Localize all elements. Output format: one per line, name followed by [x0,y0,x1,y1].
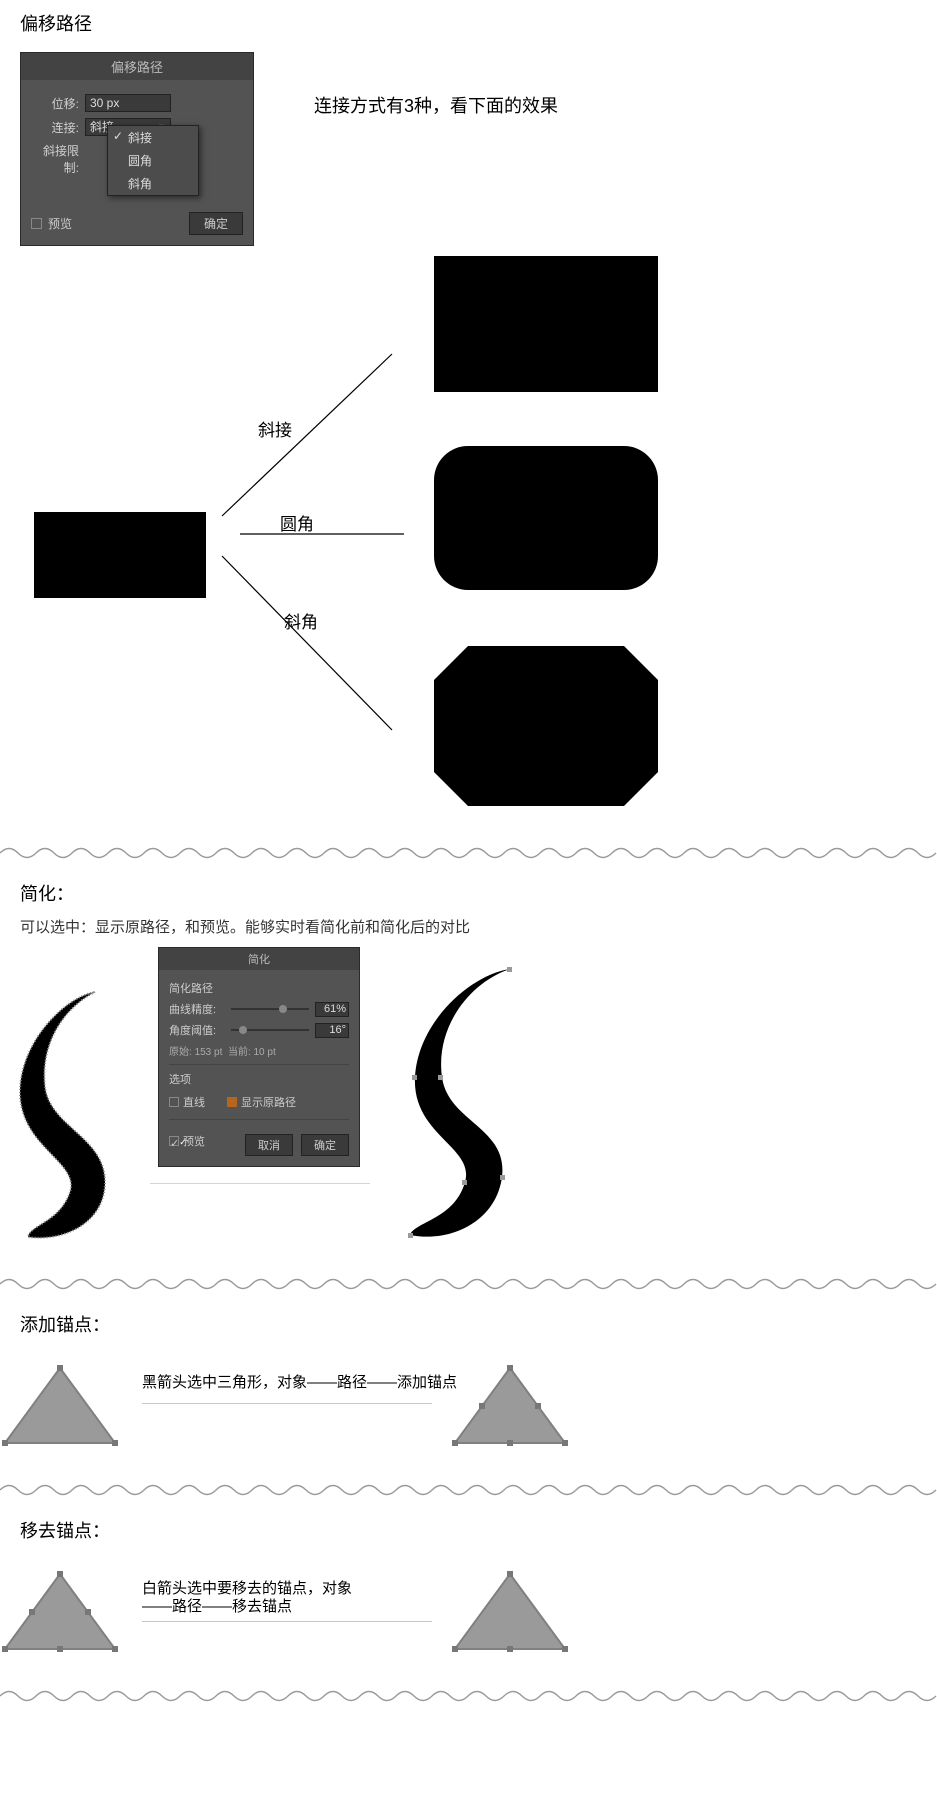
show-original-checkbox[interactable] [227,1097,237,1107]
join-option-round[interactable]: 圆角 [108,149,198,172]
caption-rule [142,1621,432,1622]
divider [0,1275,937,1293]
dialog-title: 偏移路径 [21,53,253,80]
add-anchor-caption: 黑箭头选中三角形，对象——路径——添加锚点 [142,1371,457,1392]
remove-anchor-caption-2: ——路径——移去锚点 [142,1595,292,1616]
result-round [434,446,658,590]
offset-input[interactable]: 30 px [85,94,171,112]
group-simplify-path: 简化路径 [169,980,349,996]
precision-slider[interactable] [231,1008,309,1010]
add-anchor-row: 黑箭头选中三角形，对象——路径——添加锚点 [0,1353,937,1463]
triangle-after-remove [450,1569,570,1659]
offset-path-diagram: 斜接 圆角 斜角 [0,256,937,826]
precision-value[interactable]: 61% [315,1002,349,1017]
join-label: 连接: [31,119,85,136]
ok-button-2[interactable]: 确定 [301,1134,349,1156]
show-original-label: 显示原路径 [241,1094,296,1110]
result-bevel [434,646,658,806]
dialog-title: 简化 [159,948,359,970]
lines-label: 直线 [183,1094,205,1110]
comparison-rule [150,1183,370,1184]
simplify-stats: 原始: 153 pt 当前: 10 pt [169,1043,349,1058]
angle-slider[interactable] [231,1029,309,1031]
miter-limit-label: 斜接限制: [31,142,85,176]
simplify-title: 简化： [0,870,937,912]
simplify-sub: 可以选中：显示原路径，和预览。能够实时看简化前和简化后的对比 [0,912,937,947]
angle-value[interactable]: 16° [315,1023,349,1038]
add-anchor-title: 添加锚点： [0,1301,937,1343]
miter-label: 斜接 [258,416,292,441]
preview-checkbox-2[interactable]: ✓ [169,1136,179,1146]
angle-label: 角度阈值: [169,1022,225,1038]
result-miter [434,256,658,392]
s-shape-after [400,967,530,1247]
join-dropdown: 斜接 圆角 斜角 [107,125,199,196]
offset-label: 位移: [31,95,85,112]
divider [0,844,937,862]
remove-anchor-title: 移去锚点： [0,1507,937,1549]
group-options: 选项 [169,1071,349,1087]
ok-button[interactable]: 确定 [189,212,243,235]
triangle-before-remove [0,1569,120,1659]
divider [0,1687,937,1705]
join-option-bevel[interactable]: 斜角 [108,172,198,195]
precision-label: 曲线精度: [169,1001,225,1017]
cancel-button[interactable]: 取消 [245,1134,293,1156]
preview-checkbox[interactable] [31,218,42,229]
s-shape-before [10,987,130,1247]
caption-rule [142,1403,432,1404]
bevel-label: 斜角 [284,608,318,633]
preview-label: 预览 [48,215,72,232]
simplify-dialog: 简化 简化路径 曲线精度: 61% 角度阈值: 16° 原始: 153 pt 当… [158,947,360,1167]
simplify-area: 简化 简化路径 曲线精度: 61% 角度阈值: 16° 原始: 153 pt 当… [0,947,937,1257]
triangle-before [0,1363,120,1453]
remove-anchor-row: 白箭头选中要移去的锚点，对象 ——路径——移去锚点 [0,1559,937,1669]
lines-checkbox[interactable] [169,1097,179,1107]
divider [0,1481,937,1499]
round-label: 圆角 [280,510,314,535]
join-option-miter[interactable]: 斜接 [108,126,198,149]
offset-path-caption: 连接方式有3种，看下面的效果 [314,92,558,118]
triangle-after-add [450,1363,570,1453]
offset-path-dialog: 偏移路径 位移: 30 px 连接: 斜接 ▼ 斜接限制: 预览 确定 [20,52,254,246]
offset-path-title: 偏移路径 [0,0,937,42]
